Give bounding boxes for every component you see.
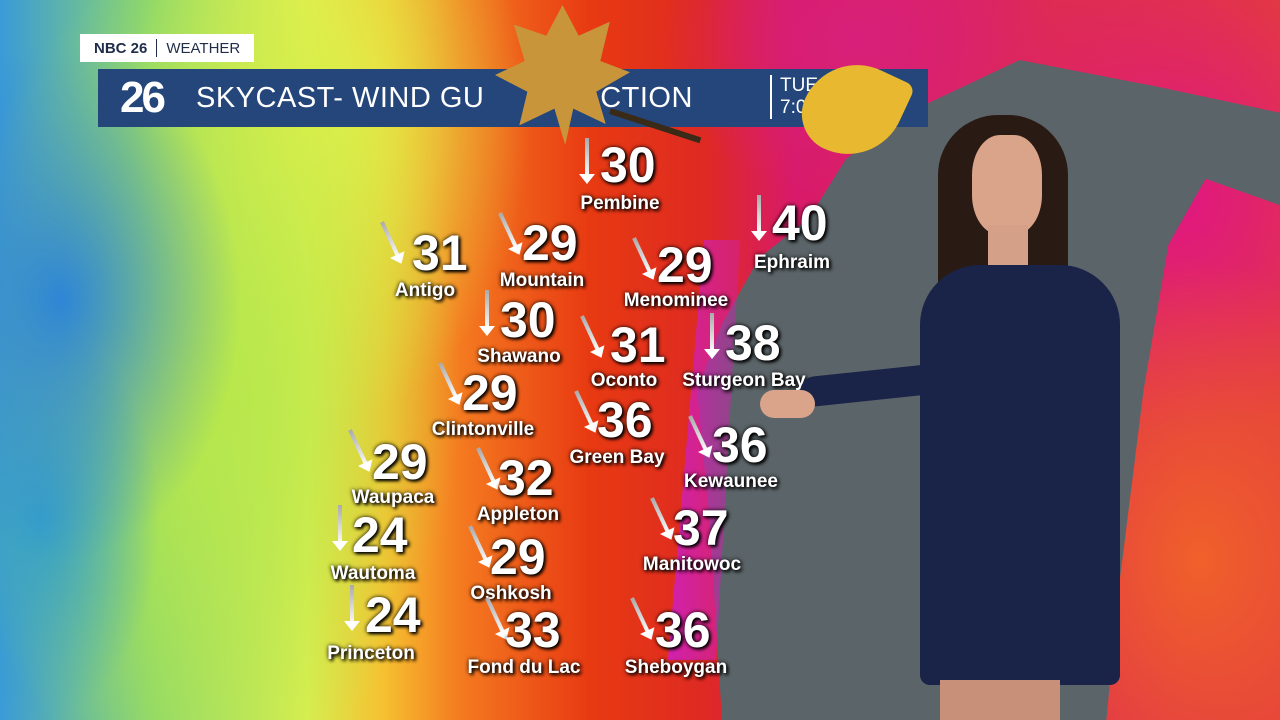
city-label: Oconto bbox=[590, 370, 658, 391]
gust-value: 33 bbox=[505, 602, 561, 658]
gust-value: 38 bbox=[725, 315, 781, 371]
station-tag: NBC 26 WEATHER bbox=[80, 34, 255, 62]
gust-value: 29 bbox=[522, 215, 578, 271]
city-label: Pembine bbox=[580, 193, 660, 214]
city-label: Appleton bbox=[476, 504, 560, 525]
city-label: Clintonville bbox=[431, 419, 535, 440]
gust-value: 29 bbox=[657, 237, 713, 293]
time-hour: 7:0 bbox=[780, 97, 807, 118]
city-label: Green Bay bbox=[569, 447, 665, 468]
city-label: Kewaunee bbox=[684, 471, 778, 492]
gust-value: 36 bbox=[712, 417, 768, 473]
city-label: Sheboygan bbox=[624, 657, 728, 678]
city-label: Wautoma bbox=[330, 563, 416, 584]
gust-value: 29 bbox=[490, 529, 546, 585]
gust-value: 40 bbox=[772, 195, 828, 251]
city-label: Waupaca bbox=[351, 487, 435, 508]
presenter bbox=[760, 115, 1150, 720]
wind-direction-arrow-icon bbox=[479, 290, 495, 336]
wind-direction-arrow-icon bbox=[579, 138, 595, 184]
gust-value: 24 bbox=[352, 507, 408, 563]
title-part: SKYCAST- WIND GU bbox=[196, 81, 485, 114]
city-label: Manitowoc bbox=[642, 554, 742, 575]
gust-value: 31 bbox=[412, 225, 468, 281]
gust-value: 37 bbox=[673, 500, 729, 556]
wind-direction-arrow-icon bbox=[751, 195, 767, 241]
city-label: Sturgeon Bay bbox=[682, 370, 806, 391]
gust-value: 24 bbox=[365, 587, 421, 643]
city-label: Antigo bbox=[394, 280, 456, 301]
gust-value: 29 bbox=[372, 434, 428, 490]
city-label: Shawano bbox=[477, 346, 561, 367]
wind-direction-arrow-icon bbox=[344, 585, 360, 631]
gust-value: 36 bbox=[597, 392, 653, 448]
city-label: Mountain bbox=[499, 270, 585, 291]
gust-value: 30 bbox=[500, 292, 556, 348]
city-label: Oshkosh bbox=[470, 583, 552, 604]
city-label: Princeton bbox=[327, 643, 415, 664]
gust-value: 30 bbox=[600, 137, 656, 193]
gust-value: 29 bbox=[462, 365, 518, 421]
divider bbox=[156, 39, 158, 57]
city-label: Fond du Lac bbox=[467, 657, 581, 678]
banner-title: SKYCAST- WIND GU ECTION bbox=[196, 82, 693, 115]
wind-direction-arrow-icon bbox=[332, 505, 348, 551]
city-label: Ephraim bbox=[753, 252, 831, 273]
station-logo: 26 bbox=[120, 73, 166, 122]
gust-value: 31 bbox=[610, 317, 666, 373]
gust-value: 32 bbox=[498, 450, 554, 506]
section-name: WEATHER bbox=[166, 39, 241, 57]
network-name: NBC 26 bbox=[94, 39, 148, 57]
wind-direction-arrow-icon bbox=[704, 313, 720, 359]
gust-value: 36 bbox=[655, 602, 711, 658]
city-label: Menominee bbox=[623, 290, 729, 311]
